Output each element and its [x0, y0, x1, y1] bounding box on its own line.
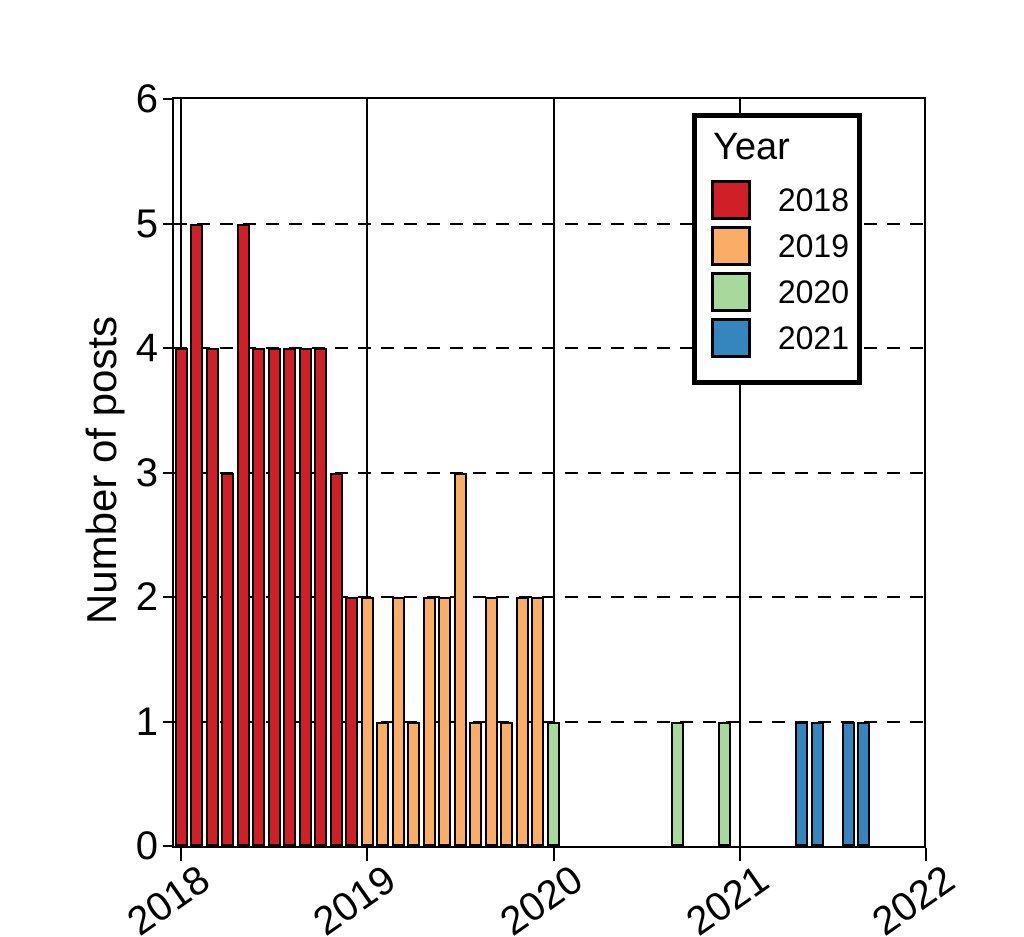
y-tick-label-6: 6: [135, 77, 158, 121]
legend-entries: 2018 2019 2020 2021: [697, 180, 857, 358]
x-tick-label-2019: 2019: [305, 857, 404, 937]
bar-2019-month-5: [422, 597, 436, 846]
h-gridline-2: [174, 596, 924, 598]
y-tick-label-3: 3: [135, 450, 158, 495]
legend-swatch-2021: [711, 318, 751, 358]
bar-2018-month-9: [298, 348, 312, 846]
bar-2018-month-1: [174, 348, 188, 846]
x-tick-mark-2019: [366, 848, 369, 861]
bar-2021-month-9: [857, 721, 871, 846]
legend-entry-2021: 2021: [711, 318, 849, 358]
legend-title: Year: [713, 126, 790, 168]
y-tick-mark-6: [163, 98, 172, 100]
legend-swatch-2019: [711, 226, 751, 266]
legend-entry-2020: 2020: [711, 272, 849, 312]
bar-2018-month-8: [283, 348, 297, 846]
bar-2019-month-10: [500, 721, 514, 846]
x-tick-mark-2021: [738, 848, 741, 861]
y-tick-mark-1: [163, 720, 172, 723]
bar-2018-month-12: [345, 597, 359, 846]
y-tick-mark-3: [163, 471, 172, 474]
y-tick-mark-5: [163, 222, 172, 225]
bar-2018-month-10: [314, 348, 328, 846]
legend-entry-2019: 2019: [711, 226, 849, 266]
y-tick-label-2: 2: [135, 575, 158, 619]
bar-2018-month-7: [267, 348, 281, 846]
x-tick-label-2020: 2020: [492, 857, 591, 937]
bar-2019-month-2: [376, 721, 390, 846]
legend-swatch-2020: [711, 272, 751, 312]
h-gridline-5: [174, 222, 924, 225]
bar-2019-month-7: [453, 472, 467, 846]
bar-2021-month-6: [810, 721, 824, 846]
x-tick-label-2021: 2021: [678, 857, 777, 937]
y-tick-mark-4: [163, 347, 172, 349]
y-tick-label-0: 0: [135, 824, 158, 868]
legend-label-2019: 2019: [777, 228, 849, 264]
legend-label-2020: 2020: [777, 274, 849, 310]
x-tick-label-2022: 2022: [864, 857, 963, 937]
bar-2018-month-6: [252, 348, 266, 846]
legend-entry-2018: 2018: [711, 180, 849, 220]
bar-2020-month-1: [547, 721, 560, 846]
h-gridline-4: [174, 347, 924, 349]
bar-2019-month-9: [484, 597, 498, 846]
bar-2018-month-2: [190, 223, 204, 846]
y-tick-mark-2: [163, 596, 172, 598]
bar-2021-month-5: [795, 721, 809, 846]
x-tick-mark-2020: [552, 848, 555, 861]
bar-2019-month-3: [391, 597, 405, 846]
bar-2020-month-12: [717, 721, 731, 846]
y-tick-label-1: 1: [135, 699, 158, 744]
x-tick-mark-2022: [925, 848, 927, 861]
bar-2019-month-11: [515, 597, 529, 846]
x-tick-label-2018: 2018: [119, 857, 218, 937]
bar-2018-month-11: [329, 472, 343, 846]
bar-2019-month-1: [360, 597, 374, 846]
legend-label-2018: 2018: [777, 182, 849, 218]
bar-2020-month-9: [671, 721, 685, 846]
bar-2018-month-3: [205, 348, 219, 846]
bar-2019-month-12: [531, 597, 545, 846]
legend-label-2021: 2021: [777, 320, 849, 356]
y-tick-mark-0: [163, 845, 172, 847]
legend-swatch-2018: [711, 180, 751, 220]
y-tick-label-5: 5: [135, 201, 158, 246]
h-gridline-3: [174, 471, 924, 474]
bar-2018-month-4: [221, 472, 235, 846]
y-tick-label-4: 4: [135, 326, 158, 370]
x-tick-mark-2018: [180, 848, 182, 861]
bar-2021-month-8: [841, 721, 855, 846]
legend: Year 2018 2019 2020 2021: [692, 113, 862, 385]
bar-2019-month-6: [438, 597, 452, 846]
bar-2018-month-5: [236, 223, 250, 846]
bar-2019-month-8: [469, 721, 483, 846]
bar-2019-month-4: [407, 721, 421, 846]
